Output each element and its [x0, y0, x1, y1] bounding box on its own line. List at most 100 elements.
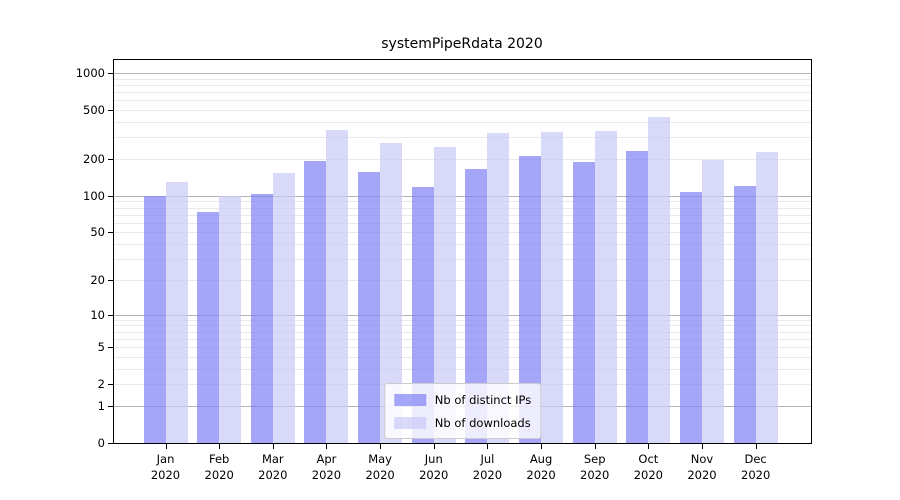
y-axis-tick — [108, 347, 113, 349]
bar-downloads-nov — [702, 160, 724, 443]
y-axis-tick — [108, 279, 113, 281]
y-tick-label: 0 — [97, 436, 105, 450]
x-tick-label-aug: Aug 2020 — [526, 452, 556, 482]
bar-downloads-dec — [755, 152, 778, 443]
minor-gridline — [114, 158, 811, 160]
minor-gridline — [114, 368, 811, 370]
minor-gridline — [114, 222, 811, 224]
x-axis-tick — [648, 444, 650, 449]
x-axis-tick — [219, 444, 221, 449]
legend-swatch-downloads — [393, 416, 426, 429]
bar-downloads-aug — [541, 131, 564, 443]
y-tick-label: 10 — [90, 307, 105, 322]
bar-distinct-ips-mar — [250, 194, 273, 443]
minor-gridline — [114, 356, 811, 358]
minor-gridline — [114, 78, 811, 80]
y-axis-tick — [108, 110, 113, 112]
bar-distinct-ips-apr — [304, 160, 327, 443]
x-tick-label-jan: Jan 2020 — [150, 452, 181, 482]
major-gridline — [114, 314, 811, 316]
minor-gridline — [114, 279, 811, 281]
x-axis-tick — [380, 444, 382, 449]
minor-gridline — [114, 100, 811, 102]
x-tick-label-mar: Mar 2020 — [258, 452, 288, 482]
bar-downloads-jun — [433, 146, 456, 443]
legend-label-distinct-ips: Nb of distinct IPs — [434, 392, 532, 407]
bar-downloads-apr — [326, 129, 349, 443]
bar-distinct-ips-dec — [733, 186, 756, 443]
x-axis-tick — [433, 444, 435, 449]
y-tick-label: 200 — [83, 151, 105, 166]
bar-distinct-ips-jul — [465, 168, 488, 443]
legend-label-downloads: Nb of downloads — [434, 415, 531, 430]
x-tick-label-feb: Feb 2020 — [204, 452, 234, 482]
y-axis-tick — [108, 73, 113, 74]
y-tick-label: 1000 — [75, 66, 105, 80]
minor-gridline — [114, 84, 811, 86]
x-axis-tick — [165, 444, 167, 449]
minor-gridline — [114, 244, 811, 246]
legend-swatch-distinct-ips — [393, 393, 426, 406]
y-axis-tick — [108, 405, 113, 407]
y-axis-tick — [108, 314, 113, 316]
chart-title: systemPipeRdata 2020 — [381, 36, 543, 52]
bar-distinct-ips-oct — [626, 151, 649, 443]
bar-distinct-ips-may — [358, 171, 381, 443]
bar-distinct-ips-feb — [197, 212, 220, 443]
bar-distinct-ips-jan — [143, 196, 166, 443]
bar-distinct-ips-sep — [572, 161, 595, 443]
minor-gridline — [114, 325, 811, 327]
legend-item-downloads: Nb of downloads — [393, 411, 531, 434]
minor-gridline — [114, 92, 811, 94]
bar-downloads-jan — [165, 181, 188, 443]
minor-gridline — [114, 259, 811, 261]
bar-distinct-ips-jun — [411, 187, 434, 443]
plot-area: Nb of distinct IPs Nb of downloads — [113, 59, 812, 444]
major-gridline — [114, 73, 811, 74]
x-axis-tick — [594, 444, 596, 449]
bar-downloads-sep — [594, 131, 617, 443]
y-axis-tick — [108, 195, 113, 197]
y-tick-label: 500 — [83, 103, 105, 118]
x-axis-tick — [272, 444, 274, 449]
x-axis-tick — [326, 444, 328, 449]
x-axis-tick — [541, 444, 543, 449]
minor-gridline — [114, 214, 811, 216]
legend: Nb of distinct IPs Nb of downloads — [383, 383, 542, 439]
minor-gridline — [114, 319, 811, 321]
minor-gridline — [114, 137, 811, 139]
x-tick-label-jul: Jul 2020 — [472, 452, 503, 482]
minor-gridline — [114, 110, 811, 112]
x-axis-tick — [702, 444, 703, 449]
x-tick-label-apr: Apr 2020 — [311, 452, 342, 482]
minor-gridline — [114, 201, 811, 203]
x-tick-label-nov: Nov 2020 — [687, 452, 717, 482]
bar-downloads-oct — [648, 117, 671, 443]
x-axis-tick — [755, 444, 757, 449]
x-tick-label-oct: Oct 2020 — [633, 452, 663, 482]
x-tick-label-may: May 2020 — [365, 452, 395, 482]
y-tick-label: 100 — [83, 188, 105, 203]
bar-downloads-feb — [219, 195, 242, 443]
minor-gridline — [114, 338, 811, 340]
legend-item-distinct-ips: Nb of distinct IPs — [393, 388, 532, 411]
x-tick-label-dec: Dec 2020 — [741, 452, 771, 482]
x-tick-label-sep: Sep 2020 — [580, 452, 610, 482]
minor-gridline — [114, 347, 811, 349]
minor-gridline — [114, 121, 811, 123]
y-tick-label: 5 — [97, 340, 105, 355]
x-tick-label-jun: Jun 2020 — [419, 452, 449, 482]
y-axis-tick — [108, 443, 113, 444]
major-gridline — [114, 195, 811, 197]
minor-gridline — [114, 207, 811, 209]
bar-downloads-jul — [487, 133, 510, 443]
bar-distinct-ips-nov — [680, 192, 702, 443]
bar-downloads-mar — [272, 172, 295, 443]
y-tick-label: 2 — [97, 377, 105, 392]
y-axis-tick — [108, 158, 113, 160]
x-axis-tick — [487, 444, 489, 449]
y-axis-tick — [108, 384, 113, 386]
y-axis-tick — [108, 232, 113, 234]
minor-gridline — [114, 331, 811, 333]
